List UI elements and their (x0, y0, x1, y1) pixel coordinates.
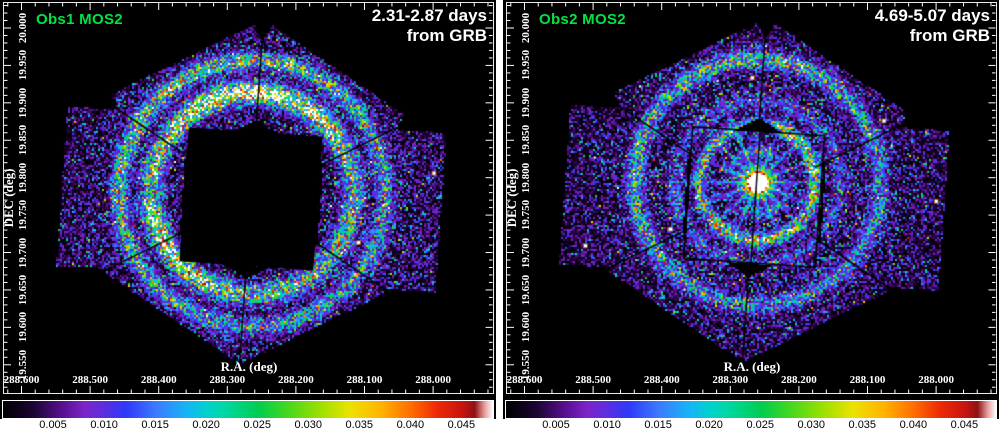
y-tick-label: 19.650 (17, 274, 29, 306)
epoch-line2: from GRB (909, 26, 990, 45)
y-tick-label: 19.800 (17, 162, 29, 193)
x-tick-label: 288.200 (278, 374, 314, 386)
colorbar-tick-label: 0.045 (950, 419, 979, 431)
y-tick-label: 19.950 (520, 50, 532, 81)
y-tick-label: 19.900 (17, 87, 29, 118)
x-tick-label: 288.300 (209, 374, 246, 386)
colorbar-tick-label: 0.020 (192, 419, 220, 431)
epoch-line1: 4.69-5.07 days (874, 6, 990, 25)
colorbar-tick-label: 0.015 (644, 419, 672, 431)
x-tick-label: 288.600 (3, 374, 40, 386)
epoch-label-obs1: 2.31-2.87 days from GRB (372, 6, 487, 46)
colorbar-tick-label: 0.025 (243, 419, 271, 431)
y-axis-title-obs2: DEC (deg) (504, 168, 519, 228)
x-tick-label: 288.000 (918, 374, 954, 386)
x-tick-label: 288.400 (140, 374, 177, 386)
x-tick-label: 288.100 (346, 374, 383, 386)
xray-image-obs2 (507, 3, 996, 393)
colorbar-tick-labels-obs2: 0.005 0.010 0.015 0.020 0.025 0.030 0.035 0.040… (503, 419, 999, 431)
x-tick-label: 288.600 (506, 374, 543, 386)
obs-label-obs1: Obs1 MOS2 (36, 11, 123, 28)
y-tick-label: 19.650 (520, 274, 532, 306)
colorbar-tick-label: 0.010 (90, 419, 118, 431)
colorbar-tick-label: 0.025 (746, 419, 774, 431)
colorbar-tick-label: 0.005 (39, 419, 67, 431)
y-tick-label: 19.550 (17, 349, 29, 380)
colorbar-tick-labels-obs1: 0.005 0.010 0.015 0.020 0.025 0.030 0.035 0.040… (0, 419, 496, 431)
x-tick-label: 288.000 (415, 374, 451, 386)
y-tick-label: 19.850 (520, 125, 532, 156)
colorbar-tick-label: 0.045 (447, 419, 476, 431)
colorbar-tick-label: 0.035 (345, 419, 374, 431)
y-tick-label: 19.750 (520, 199, 532, 231)
epoch-line1: 2.31-2.87 days (371, 6, 487, 25)
colorbar-gradient-obs1 (2, 400, 494, 419)
colorbar-tick-label: 0.040 (396, 419, 425, 431)
obs-label-obs2: Obs2 MOS2 (539, 11, 626, 28)
colorbar-tick-label: 0.010 (593, 419, 621, 431)
x-axis-title-obs1: R.A. (deg) (220, 359, 278, 374)
y-tick-label: 19.900 (520, 87, 532, 118)
panel-obs2: Obs2 MOS2 4.69-5.07 days from GRB R.A. (… (503, 0, 999, 431)
x-tick-label: 288.500 (575, 374, 611, 386)
xray-image-obs1 (4, 3, 493, 393)
panel-obs1: Obs1 MOS2 2.31-2.87 days from GRB R.A. (… (0, 0, 496, 431)
y-tick-label: 19.700 (17, 237, 29, 268)
colorbar-gradient-obs2 (505, 400, 997, 419)
colorbar-tick-label: 0.030 (294, 419, 323, 431)
y-tick-label: 19.800 (520, 162, 532, 193)
colorbar-tick-label: 0.040 (899, 419, 928, 431)
x-axis-title-obs2: R.A. (deg) (723, 359, 781, 374)
x-tick-label: 288.500 (72, 374, 108, 386)
colorbar-tick-label: 0.015 (141, 419, 169, 431)
colorbar-tick-label: 0.035 (848, 419, 877, 431)
x-tick-label: 288.100 (849, 374, 886, 386)
colorbar-tick-label: 0.005 (542, 419, 570, 431)
y-axis-title-obs1: DEC (deg) (1, 168, 16, 228)
y-tick-label: 20.000 (17, 12, 29, 44)
x-tick-label: 288.200 (781, 374, 817, 386)
y-tick-label: 19.750 (17, 199, 29, 231)
y-tick-label: 19.600 (520, 312, 532, 343)
x-tick-label: 288.400 (643, 374, 680, 386)
y-tick-label: 19.550 (520, 349, 532, 380)
colorbar-tick-label: 0.020 (695, 419, 723, 431)
y-tick-label: 19.950 (17, 50, 29, 81)
y-tick-label: 19.850 (17, 125, 29, 156)
epoch-line2: from GRB (406, 26, 487, 45)
y-tick-label: 20.000 (520, 12, 532, 44)
y-tick-label: 19.600 (17, 312, 29, 343)
y-tick-label: 19.700 (520, 237, 532, 268)
epoch-label-obs2: 4.69-5.07 days from GRB (875, 6, 990, 46)
colorbar-tick-label: 0.030 (797, 419, 826, 431)
x-tick-label: 288.300 (712, 374, 749, 386)
